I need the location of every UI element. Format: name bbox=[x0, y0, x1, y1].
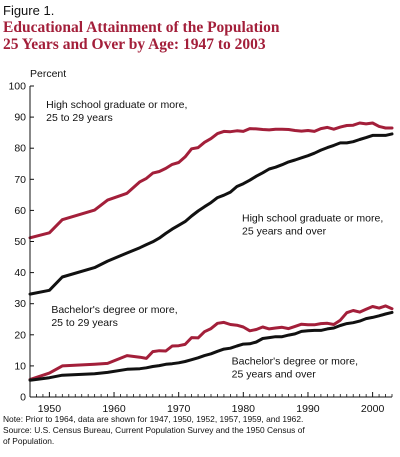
y-tick-label: 20 bbox=[14, 329, 26, 341]
series-annotation-4: Bachelor's degree or more, 25 years and o… bbox=[232, 355, 358, 380]
x-tick-label: 1990 bbox=[296, 403, 320, 415]
x-axis: 1950 1960 1970 1980 1990 2000 bbox=[29, 392, 393, 415]
chart-title: Educational Attainment of the Population… bbox=[3, 19, 280, 53]
series-line-4 bbox=[28, 310, 394, 382]
x-tick-label: 1970 bbox=[167, 403, 191, 415]
y-tick-label: 80 bbox=[14, 143, 26, 155]
y-tick-label: 40 bbox=[14, 267, 26, 279]
footnote: Note: Prior to 1964, data are shown for … bbox=[3, 414, 305, 446]
series-annotation-2: High school graduate or more, 25 years an… bbox=[242, 212, 383, 237]
series-annotation-3: Bachelor's degree or more, 25 to 29 years bbox=[51, 304, 177, 329]
series-lines bbox=[28, 121, 394, 382]
y-tick-label: 60 bbox=[14, 205, 26, 217]
series-line-1 bbox=[28, 121, 394, 240]
series-line-2 bbox=[28, 132, 394, 296]
y-tick-label: 50 bbox=[14, 236, 26, 248]
y-tick-label: 0 bbox=[20, 392, 26, 404]
x-tick-label: 2000 bbox=[361, 403, 385, 415]
y-axis: 0 10 20 30 40 50 60 70 80 90 100 bbox=[8, 81, 34, 404]
x-tick-label: 1950 bbox=[38, 403, 62, 415]
y-axis-title: Percent bbox=[30, 68, 66, 80]
series-annotations: High school graduate or more, 25 to 29 ye… bbox=[46, 99, 383, 381]
y-tick-label: 10 bbox=[14, 360, 26, 372]
series-line-3 bbox=[28, 304, 394, 382]
x-tick-label: 1960 bbox=[102, 403, 126, 415]
y-tick-label: 30 bbox=[14, 298, 26, 310]
y-tick-label: 70 bbox=[14, 174, 26, 186]
figure-label: Figure 1. bbox=[3, 3, 55, 18]
y-tick-label: 90 bbox=[14, 112, 26, 124]
y-tick-label: 100 bbox=[8, 81, 26, 93]
series-annotation-1: High school graduate or more, 25 to 29 ye… bbox=[46, 99, 187, 124]
x-tick-label: 1980 bbox=[232, 403, 256, 415]
